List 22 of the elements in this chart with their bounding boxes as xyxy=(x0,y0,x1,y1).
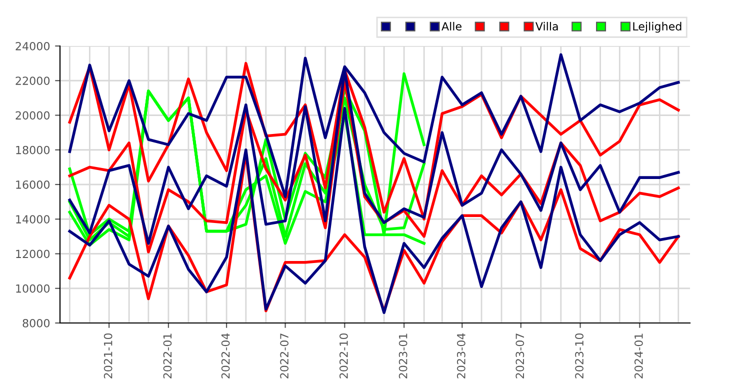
legend-label: Lejlighed xyxy=(633,22,682,33)
x-tick-label: 2024-01 xyxy=(634,334,643,378)
y-tick-label: 22000 xyxy=(16,76,50,86)
y-tick-label: 10000 xyxy=(16,284,50,293)
x-tick-label: 2022-04 xyxy=(221,333,230,378)
x-tick-label: 2023-07 xyxy=(516,334,524,378)
y-tick-label: 12000 xyxy=(16,250,50,258)
y-tick-label: 16000 xyxy=(16,180,50,189)
y-tick-label: 8000 xyxy=(22,318,50,328)
x-tick-label: 2022-07 xyxy=(280,334,288,378)
legend-label: Alle xyxy=(442,22,462,31)
y-tick-label: 20000 xyxy=(16,111,50,120)
x-tick-label: 2021-10 xyxy=(104,333,112,378)
legend-label: Villa xyxy=(535,22,558,31)
x-tick-label: 2022-10 xyxy=(339,333,348,378)
x-tick-label: 2023-10 xyxy=(575,333,584,378)
y-tick-label: 18000 xyxy=(16,146,50,154)
x-tick-label: 2023-04 xyxy=(456,333,466,378)
x-tick-label: 2023-01 xyxy=(398,334,408,378)
x-tick-label: 2022-01 xyxy=(163,334,172,378)
y-tick-label: 24000 xyxy=(16,42,50,50)
y-tick-label: 14000 xyxy=(16,215,50,224)
